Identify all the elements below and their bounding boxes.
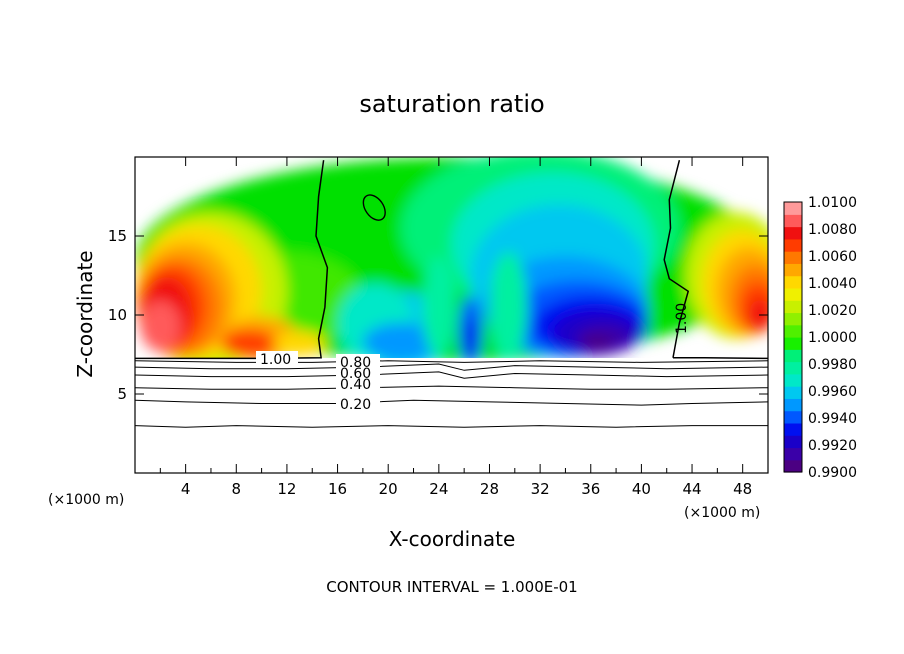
contour-label: 0.20	[340, 397, 371, 413]
contour-fill	[749, 299, 768, 331]
contour-fill	[362, 322, 439, 361]
colorbar: 1.0100 1.0080 1.0060 1.0040 1.0020 1.0000 0.99…	[783, 195, 857, 481]
chart-title: saturation ratio	[359, 90, 544, 118]
contour-line	[135, 399, 768, 406]
contour-line	[135, 425, 768, 428]
colorbar-swatch	[784, 386, 802, 399]
x-tick-label: 40	[632, 480, 651, 498]
below-cloud-region	[135, 358, 768, 473]
contour-line	[663, 160, 690, 358]
colorbar-swatch	[784, 410, 802, 424]
colorbar-swatch	[784, 349, 802, 363]
colorbar-swatch	[784, 263, 802, 277]
x-tick-label: 44	[682, 480, 701, 498]
colorbar-swatch	[784, 422, 802, 436]
colorbar-swatch	[784, 275, 802, 289]
x-tick-label: 28	[480, 480, 499, 498]
contour-fill	[140, 300, 181, 352]
filled-contour-layer	[135, 157, 768, 371]
contour-label: 0.60	[340, 366, 371, 382]
colorbar-label: 0.9980	[808, 357, 857, 373]
y-tick-label: 10	[108, 306, 127, 324]
colorbar-swatch	[784, 373, 802, 387]
contour-label: 1.00	[674, 303, 690, 334]
x-tick-label: 4	[181, 480, 191, 498]
x-tick-label: 48	[733, 480, 752, 498]
colorbar-swatch	[784, 361, 802, 375]
colorbar-label: 1.0000	[808, 330, 857, 346]
colorbar-swatch	[784, 459, 802, 473]
contour-fill	[489, 251, 528, 363]
contour-label: 0.80	[340, 355, 371, 371]
colorbar-swatch	[784, 238, 802, 252]
colorbar-label: 1.0040	[808, 276, 857, 292]
colorbar-swatch	[784, 202, 802, 215]
x-tick-label: 8	[232, 480, 242, 498]
contour-fill	[462, 318, 479, 363]
colorbar-swatch	[784, 287, 802, 301]
colorbar-swatch	[784, 251, 802, 264]
x-tick-label: 36	[581, 480, 600, 498]
colorbar-label: 0.9940	[808, 411, 857, 427]
colorbar-label: 0.9960	[808, 384, 857, 400]
colorbar-swatch	[784, 226, 802, 240]
colorbar-label: 0.9900	[808, 465, 857, 481]
x-tick-label: 32	[531, 480, 550, 498]
x-tick-label: 16	[328, 480, 347, 498]
contour-line	[135, 371, 768, 379]
x-unit-label-right: (×1000 m)	[684, 505, 760, 521]
contour-fill	[221, 329, 277, 358]
contour-label: 0.40	[340, 377, 371, 393]
colorbar-label: 1.0100	[808, 195, 857, 211]
contour-line	[673, 356, 768, 360]
colorbar-label: 1.0060	[808, 249, 857, 265]
colorbar-label: 1.0080	[808, 222, 857, 238]
contour-line	[135, 385, 768, 390]
colorbar-swatch	[784, 337, 802, 350]
colorbar-swatch	[784, 300, 802, 314]
colorbar-swatch	[784, 398, 802, 412]
colorbar-swatch	[784, 447, 802, 461]
x-unit-label-left: (×1000 m)	[48, 492, 124, 508]
y-tick-label: 5	[117, 385, 127, 403]
colorbar-frame	[783, 201, 803, 473]
colorbar-swatch	[784, 312, 802, 326]
x-axis-title: X-coordinate	[389, 527, 516, 551]
colorbar-swatch	[784, 324, 802, 338]
x-tick-label: 24	[429, 480, 448, 498]
contour-interval-note: CONTOUR INTERVAL = 1.000E-01	[326, 578, 577, 596]
x-tick-label: 20	[379, 480, 398, 498]
x-tick-label: 12	[277, 480, 296, 498]
contour-fill	[274, 330, 325, 357]
contour-fill	[422, 256, 456, 358]
contour-label: 1.00	[260, 352, 291, 368]
contour-line	[135, 360, 768, 363]
contour-line	[362, 194, 386, 221]
contour-fill	[581, 335, 613, 352]
y-axis-title: Z-coordinate	[73, 250, 97, 377]
colorbar-swatch	[784, 435, 802, 449]
contour-labels: 1.00 0.80 0.60 0.40 0.20 1.00	[256, 303, 690, 413]
y-tick-label: 15	[108, 227, 127, 245]
contour-line	[135, 363, 768, 371]
colorbar-label: 1.0020	[808, 303, 857, 319]
colorbar-label: 0.9920	[808, 438, 857, 454]
colorbar-swatch	[784, 214, 802, 228]
